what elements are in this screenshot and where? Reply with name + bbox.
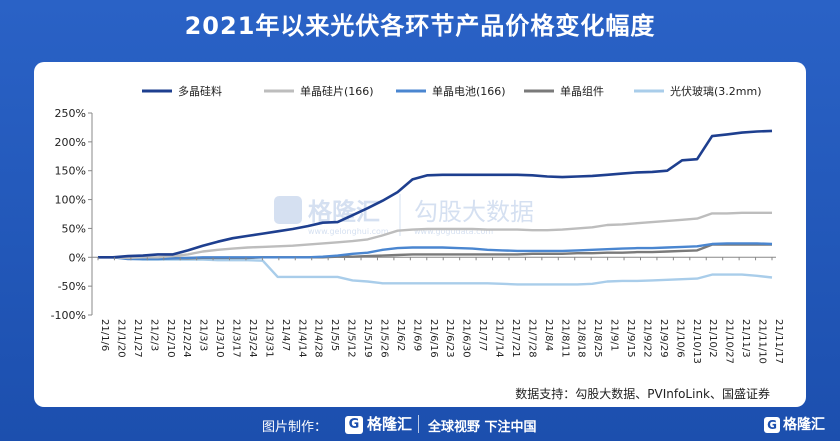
legend-label: 单晶组件 (560, 84, 604, 98)
watermark-name: 勾股大数据 (414, 198, 534, 226)
legend-label: 多晶硅料 (178, 84, 222, 98)
x-tick-label: 21/1/6 (99, 319, 110, 351)
x-tick-label: 21/2/24 (181, 319, 192, 358)
x-tick-label: 21/6/30 (461, 319, 472, 358)
series-line (98, 242, 773, 261)
x-tick-label: 21/8/4 (543, 319, 554, 351)
chart-card: 多晶硅料 单晶硅片(166) 单晶电池(166) 单晶组件 光伏玻璃(3.2mm) 格隆… (34, 62, 806, 407)
x-tick-label: 21/6/23 (444, 319, 455, 358)
corner-logo-text: 格隆汇 (783, 417, 825, 433)
x-tick-label: 21/11/10 (757, 319, 768, 364)
x-tick-label: 21/2/3 (148, 319, 159, 351)
x-tick-label: 21/8/18 (576, 319, 587, 358)
x-tick-label: 21/6/16 (428, 319, 439, 358)
series-line (98, 256, 773, 286)
x-tick-label: 21/5/12 (346, 319, 357, 358)
x-tick-label: 21/10/2 (707, 319, 718, 358)
footer-made-by: 图片制作： (262, 420, 328, 435)
logo-g-icon: G (345, 415, 363, 434)
x-tick-label: 21/8/11 (559, 319, 570, 358)
footer-slogan: 全球视野 下注中国 (428, 420, 537, 435)
series-lines (98, 129, 773, 286)
legend: 多晶硅料 单晶硅片(166) 单晶电池(166) 单晶组件 光伏玻璃(3.2mm) (142, 84, 762, 98)
x-tick-label: 21/5/5 (329, 319, 340, 351)
x-tick-label: 21/9/22 (641, 319, 652, 358)
x-tick-label: 21/9/15 (625, 319, 636, 358)
x-tick-label: 21/6/9 (411, 319, 422, 351)
x-tick-label: 21/10/27 (724, 319, 735, 364)
legend-label: 光伏玻璃(3.2mm) (670, 84, 762, 98)
x-tick-label: 21/3/24 (247, 319, 258, 358)
x-tick-label: 21/4/7 (280, 319, 291, 351)
x-tick-label: 21/7/21 (510, 319, 521, 358)
x-tick-label: 21/7/14 (494, 319, 505, 358)
source-note: 数据支持：勾股大数据、PVInfoLink、国盛证券 (515, 386, 770, 401)
x-tick-label: 21/7/7 (477, 319, 488, 351)
watermark-brand: 格隆汇 (308, 198, 380, 226)
y-tick-label: 200% (55, 136, 86, 149)
footer: 图片制作： G 格隆汇 全球视野 下注中国 G 格隆汇 (0, 408, 840, 441)
page-title: 2021年以来光伏各环节产品价格变化幅度 (184, 12, 656, 40)
legend-label: 单晶电池(166) (432, 85, 506, 98)
footer-logo-text: 格隆汇 (367, 415, 413, 433)
x-tick-label: 21/1/20 (115, 319, 126, 358)
x-tick-label: 21/5/19 (362, 319, 373, 358)
x-tick-label: 21/6/2 (395, 319, 406, 351)
x-tick-label: 21/1/27 (132, 319, 143, 358)
y-tick-label: 250% (55, 107, 86, 120)
watermark-brand-url: www.gelonghui.com (308, 227, 389, 236)
x-tick-label: 21/3/17 (231, 319, 242, 358)
y-tick-label: 0% (69, 251, 86, 264)
x-tick-label: 21/3/3 (198, 319, 209, 351)
x-tick-label: 21/3/31 (263, 319, 274, 358)
x-tick-label: 21/8/25 (592, 319, 603, 358)
x-tick-label: 21/10/6 (674, 319, 685, 358)
y-tick-label: 150% (55, 165, 86, 178)
y-tick-label: -50% (58, 280, 86, 293)
chart: 多晶硅料 单晶硅片(166) 单晶电池(166) 单晶组件 光伏玻璃(3.2mm) 格隆… (51, 84, 784, 401)
x-tick-label: 21/7/28 (526, 319, 537, 358)
series-line (98, 129, 773, 259)
x-tick-label: 21/4/14 (296, 319, 307, 358)
series-line (98, 211, 772, 260)
corner-logo-g-icon: G (764, 417, 780, 433)
x-tick-label: 21/3/10 (214, 319, 225, 358)
x-tick-label: 21/5/26 (378, 319, 389, 358)
watermark-logo-icon (274, 196, 302, 224)
axes: -100% -50% 0% 50% 100% 150% 200% 250% (51, 107, 776, 322)
y-tick-label: 50% (62, 222, 86, 235)
x-tick-label: 21/9/1 (609, 319, 620, 351)
corner-logo: G 格隆汇 (764, 414, 825, 434)
footer-logo: G 格隆汇 (345, 413, 412, 434)
footer-divider (418, 415, 419, 433)
legend-label: 单晶硅片(166) (300, 85, 374, 98)
x-tick-label: 21/11/17 (773, 319, 784, 364)
x-axis-labels: 21/1/6 21/1/20 21/1/27 21/2/3 21/2/10 21/2/24… (97, 257, 784, 364)
x-tick-label: 21/10/13 (691, 319, 702, 364)
watermark-url: www.gogudata.com (414, 227, 493, 236)
watermark: 格隆汇 www.gelonghui.com 勾股大数据 www.gogudata… (274, 194, 534, 236)
x-tick-label: 21/11/3 (740, 319, 751, 358)
x-tick-label: 21/4/28 (313, 319, 324, 358)
y-tick-label: 100% (55, 194, 86, 207)
x-tick-label: 21/9/29 (658, 319, 669, 358)
x-tick-label: 21/2/10 (165, 319, 176, 358)
y-tick-label: -100% (51, 309, 86, 322)
